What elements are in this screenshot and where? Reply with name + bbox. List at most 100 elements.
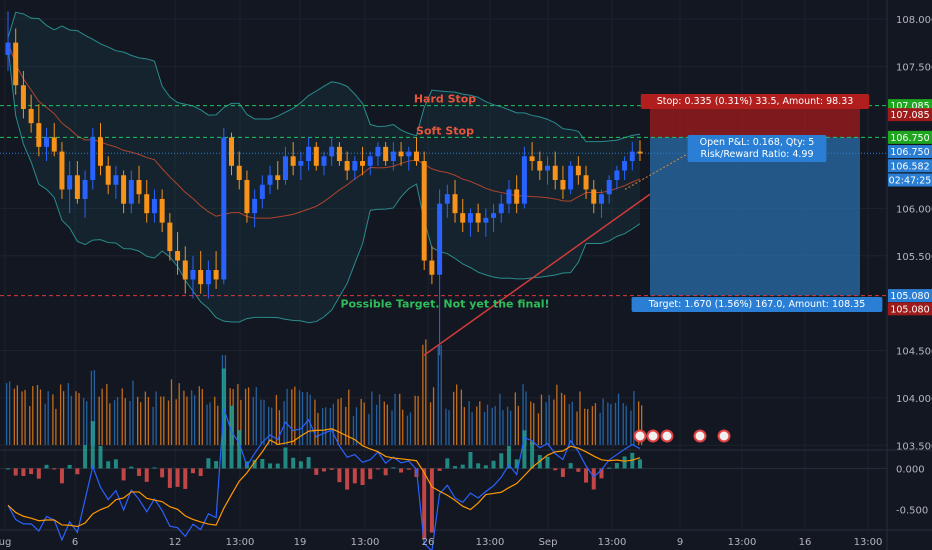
- candle-body: [452, 194, 458, 214]
- candle-body: [537, 161, 543, 171]
- volume-bar: [214, 396, 216, 445]
- candle-body: [236, 165, 242, 180]
- candle-body: [221, 137, 227, 280]
- volume-bar: [479, 401, 481, 445]
- macd-histogram-bar: [129, 466, 134, 469]
- macd-histogram-bar: [229, 405, 234, 469]
- volume-bar: [422, 344, 424, 445]
- volume-bar: [368, 414, 370, 445]
- event-icon: [660, 429, 674, 443]
- time-tick-label: 16: [799, 537, 812, 548]
- volume-bar: [641, 405, 643, 445]
- time-tick-label: 13:00: [351, 537, 380, 548]
- volume-bar: [78, 393, 80, 445]
- volume-bar: [255, 387, 257, 445]
- volume-bar: [329, 408, 332, 445]
- volume-bar: [52, 394, 54, 445]
- price-badge-text: 02:47:25: [889, 176, 932, 187]
- macd-histogram-bar: [314, 468, 319, 475]
- macd-histogram-bar: [160, 468, 165, 478]
- macd-histogram-bar: [183, 468, 188, 489]
- stop-zone: [650, 105, 860, 138]
- price-tick-label: 105.500: [896, 252, 932, 263]
- macd-histogram-bar: [391, 467, 396, 469]
- macd-histogram-bar: [90, 421, 95, 469]
- volume-bar: [468, 401, 470, 445]
- candle-body: [182, 260, 188, 280]
- volume-bar: [301, 391, 304, 445]
- macd-tick-label: 0.000: [896, 464, 925, 475]
- macd-histogram-bar: [67, 464, 72, 469]
- candle-body: [205, 270, 211, 285]
- macd-histogram-bar: [298, 461, 303, 469]
- volume-bar: [522, 384, 524, 445]
- candle-body: [406, 151, 412, 157]
- hard-stop-label: Hard Stop: [414, 93, 476, 106]
- event-icon: [717, 429, 731, 443]
- volume-bar: [178, 383, 180, 445]
- volume-bar: [514, 392, 516, 445]
- price-badge: 106.750: [888, 145, 932, 159]
- volume-bar: [109, 403, 111, 445]
- volume-bar: [352, 416, 355, 445]
- time-tick-label: 12: [169, 537, 182, 548]
- candle-body: [144, 194, 150, 214]
- volume-bar: [24, 389, 26, 445]
- macd-histogram-bar: [175, 468, 180, 487]
- macd-histogram-bar: [368, 468, 373, 480]
- price-badge-bg: [888, 145, 932, 159]
- candle-body: [136, 180, 142, 195]
- volume-bar: [132, 380, 134, 445]
- candle-body: [36, 123, 42, 147]
- price-badge-text: 106.750: [890, 147, 929, 158]
- volume-bar: [160, 396, 162, 445]
- macd-histogram-bar: [506, 445, 511, 469]
- volume-bar: [294, 386, 296, 445]
- volume-bar: [476, 406, 478, 445]
- volume-bar: [278, 410, 281, 445]
- volume-bar: [502, 410, 504, 445]
- volume-bar: [563, 394, 566, 445]
- volume-bar: [129, 400, 131, 445]
- candle-body: [336, 146, 342, 162]
- candle-body: [498, 203, 504, 214]
- macd-histogram-bar: [237, 430, 242, 469]
- macd-histogram-bar: [283, 447, 288, 469]
- volume-bar: [445, 408, 447, 445]
- macd-histogram-bar: [545, 456, 550, 469]
- candle-body: [275, 175, 281, 180]
- macd-histogram-bar: [221, 368, 226, 469]
- volume-bar: [471, 412, 473, 445]
- macd-histogram-bar: [360, 468, 365, 486]
- macd-histogram-bar: [468, 452, 473, 469]
- macd-tick-label: -0.500: [896, 505, 928, 516]
- volume-bar: [545, 402, 547, 445]
- time-tick-label: 19: [294, 537, 307, 548]
- volume-bar: [101, 388, 103, 445]
- candle-body: [575, 165, 581, 176]
- volume-bar: [21, 391, 23, 445]
- candle-body: [521, 156, 527, 204]
- volume-bar: [548, 395, 550, 445]
- volume-bar: [247, 387, 250, 445]
- macd-histogram-bar: [576, 468, 581, 472]
- candle-body: [298, 161, 304, 166]
- volume-bar: [453, 391, 455, 445]
- time-tick-label: 13:00: [476, 537, 505, 548]
- time-axis: ug 6 12 13:00 19 13:00 26 13:00 Sep 13:00 9 13:00 16…: [0, 537, 882, 548]
- candle-body: [606, 180, 612, 195]
- candle-body: [429, 260, 435, 275]
- target-zone: [650, 137, 860, 296]
- macd-histogram-bar: [322, 468, 326, 472]
- candle-body: [352, 161, 358, 171]
- volume-bar: [55, 408, 57, 445]
- price-badge-text: 107.085: [890, 101, 929, 112]
- volume-bar: [537, 413, 540, 445]
- volume-bar: [70, 395, 72, 445]
- volume-bar: [152, 406, 154, 445]
- candle-body: [629, 151, 635, 162]
- macd-histogram-bar: [98, 445, 103, 469]
- volume-bar: [260, 399, 262, 445]
